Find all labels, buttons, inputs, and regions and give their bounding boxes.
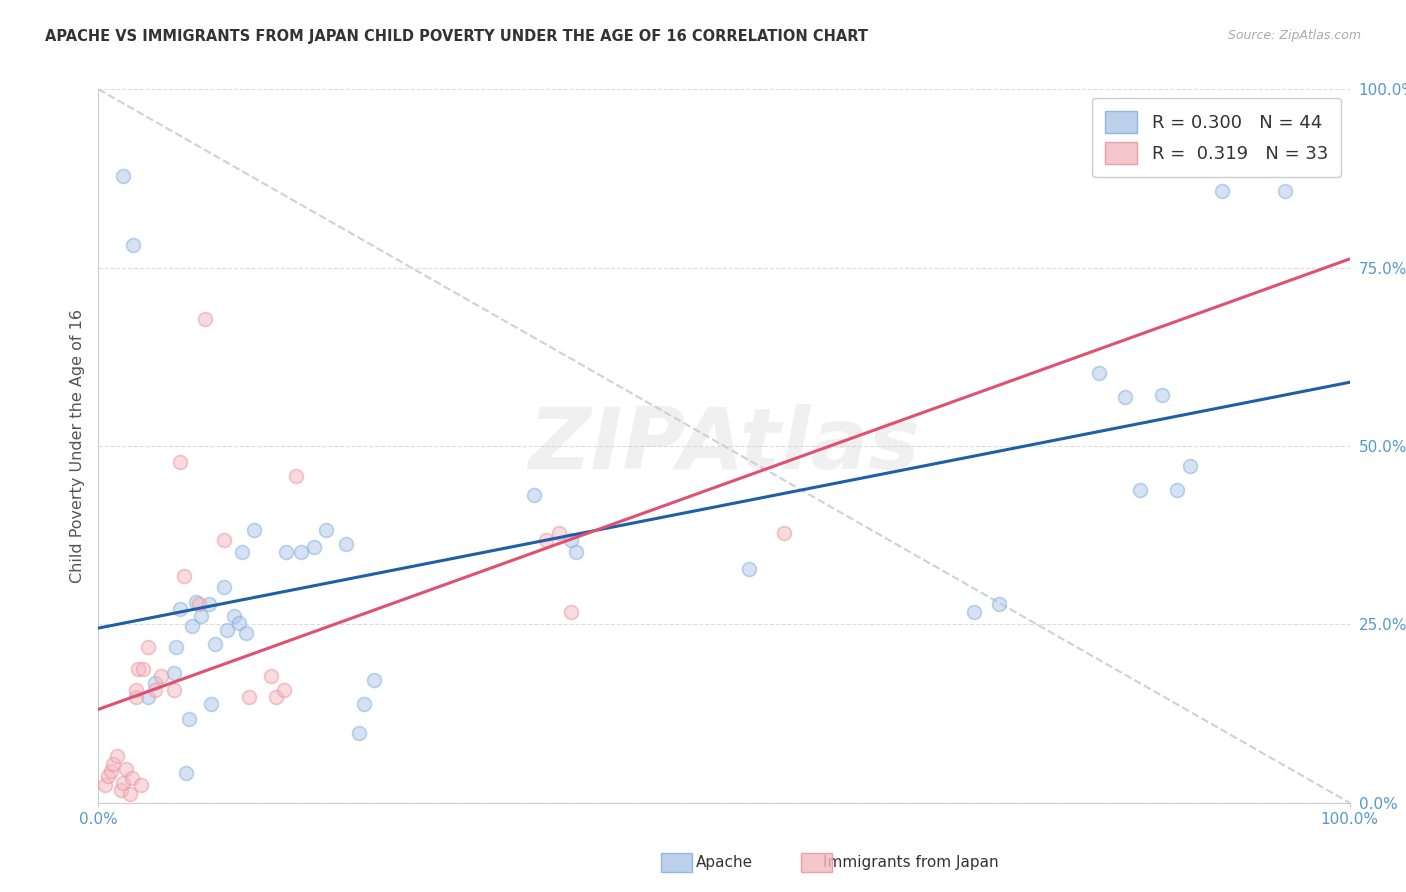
Point <box>560 605 582 619</box>
Text: Source: ZipAtlas.com: Source: ZipAtlas.com <box>1227 29 1361 43</box>
Point <box>174 765 197 780</box>
Point <box>290 544 312 558</box>
Point <box>173 569 195 583</box>
Point <box>773 526 796 541</box>
Point <box>103 756 125 771</box>
Y-axis label: Child Poverty Under the Age of 16: Child Poverty Under the Age of 16 <box>69 309 84 583</box>
Point <box>122 237 145 252</box>
Point <box>138 690 160 705</box>
Point <box>315 523 337 537</box>
Point <box>150 669 173 683</box>
Point <box>347 726 370 740</box>
Point <box>143 676 166 690</box>
Point <box>125 683 148 698</box>
Point <box>121 771 143 785</box>
Text: Apache: Apache <box>696 855 754 870</box>
Point <box>190 608 212 623</box>
Point <box>212 580 235 594</box>
Point <box>217 623 239 637</box>
Point <box>565 544 588 558</box>
Point <box>162 665 184 680</box>
Point <box>112 776 135 790</box>
Point <box>184 594 207 608</box>
Point <box>100 764 122 778</box>
Point <box>548 526 571 541</box>
Point <box>197 598 219 612</box>
Legend: R = 0.300   N = 44, R =  0.319   N = 33: R = 0.300 N = 44, R = 0.319 N = 33 <box>1092 98 1341 177</box>
Point <box>235 626 257 640</box>
Text: APACHE VS IMMIGRANTS FROM JAPAN CHILD POVERTY UNDER THE AGE OF 16 CORRELATION CH: APACHE VS IMMIGRANTS FROM JAPAN CHILD PO… <box>45 29 868 45</box>
Point <box>162 683 184 698</box>
Point <box>274 544 298 558</box>
Point <box>127 662 149 676</box>
Point <box>187 598 209 612</box>
Point <box>264 690 287 705</box>
Point <box>1128 483 1150 498</box>
Point <box>1211 184 1233 198</box>
Point <box>115 762 138 776</box>
Point <box>169 601 191 615</box>
Point <box>1088 366 1111 380</box>
Point <box>112 169 135 184</box>
Point <box>363 673 385 687</box>
Point <box>204 637 226 651</box>
Point <box>132 662 155 676</box>
Point <box>273 683 295 698</box>
Point <box>1178 458 1201 473</box>
Point <box>177 712 200 726</box>
Point <box>129 778 152 792</box>
Point <box>335 537 357 551</box>
Point <box>231 544 253 558</box>
Point <box>988 598 1011 612</box>
Point <box>143 683 166 698</box>
Point <box>302 541 325 555</box>
Point <box>105 749 128 764</box>
Point <box>200 698 222 712</box>
Text: ZIPAtlas: ZIPAtlas <box>529 404 920 488</box>
Point <box>138 640 160 655</box>
Point <box>1166 483 1188 498</box>
Point <box>110 783 132 797</box>
Point <box>222 608 245 623</box>
Point <box>1150 387 1173 401</box>
Point <box>228 615 250 630</box>
Point <box>260 669 283 683</box>
Point <box>1274 184 1296 198</box>
Point <box>738 562 761 576</box>
Point <box>1114 391 1136 405</box>
Point <box>194 312 217 326</box>
Point <box>963 605 986 619</box>
Point <box>97 769 120 783</box>
Point <box>285 469 308 483</box>
Point <box>242 523 264 537</box>
Point <box>560 533 582 548</box>
Point <box>238 690 260 705</box>
Point <box>212 533 235 548</box>
Point <box>181 619 204 633</box>
Point <box>93 778 115 792</box>
Text: Immigrants from Japan: Immigrants from Japan <box>823 855 998 870</box>
Point <box>169 455 191 469</box>
Point <box>125 690 148 705</box>
Point <box>536 533 558 548</box>
Point <box>118 787 141 801</box>
Point <box>523 487 546 501</box>
Point <box>353 698 375 712</box>
Point <box>165 640 187 655</box>
